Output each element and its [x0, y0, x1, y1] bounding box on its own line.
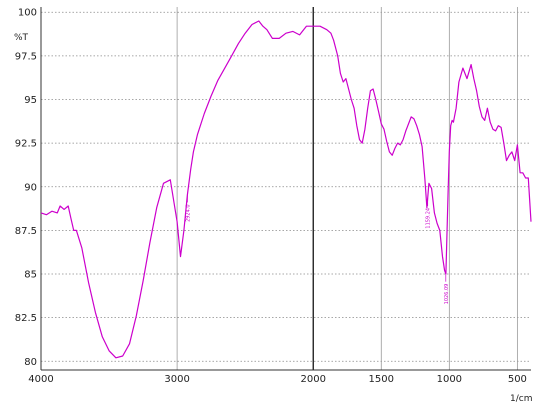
x-tick-label: 3000 [164, 374, 189, 385]
peak-annotations: 2924.0 1159.24 1026.09 [185, 194, 450, 305]
y-tick-label: 87.5 [15, 226, 37, 237]
plot-background [41, 7, 531, 370]
x-tick-label: 2000 [300, 374, 325, 385]
y-tick-label: 90 [24, 182, 37, 193]
y-tick-label: 100 [18, 8, 37, 19]
x-tick-labels: 4000 3000 2000 1500 1000 500 [28, 374, 527, 385]
x-axis-label: 1/cm [510, 394, 532, 403]
x-tick-label: 1000 [437, 374, 462, 385]
x-tick-label: 4000 [28, 374, 53, 385]
y-tick-label: 92.5 [15, 139, 37, 150]
y-axis-label: %T [14, 33, 29, 43]
y-tick-label: 80 [24, 357, 37, 368]
spectrum-line [40, 20, 532, 359]
y-tick-label: 85 [24, 270, 37, 281]
y-tick-label: 97.5 [15, 51, 37, 62]
peak-label: 2924.0 [185, 204, 191, 222]
x-tick-label: 500 [508, 374, 527, 385]
peak-label: 1159.24 [426, 208, 432, 229]
grid [40, 7, 531, 370]
peak-label: 1026.09 [444, 284, 450, 305]
y-tick-label: 82.5 [15, 313, 37, 324]
y-tick-label: 95 [24, 95, 37, 106]
x-tick-label: 1500 [369, 374, 394, 385]
y-tick-labels: 80 82.5 85 87.5 90 92.5 95 97.5 100 [15, 8, 37, 368]
